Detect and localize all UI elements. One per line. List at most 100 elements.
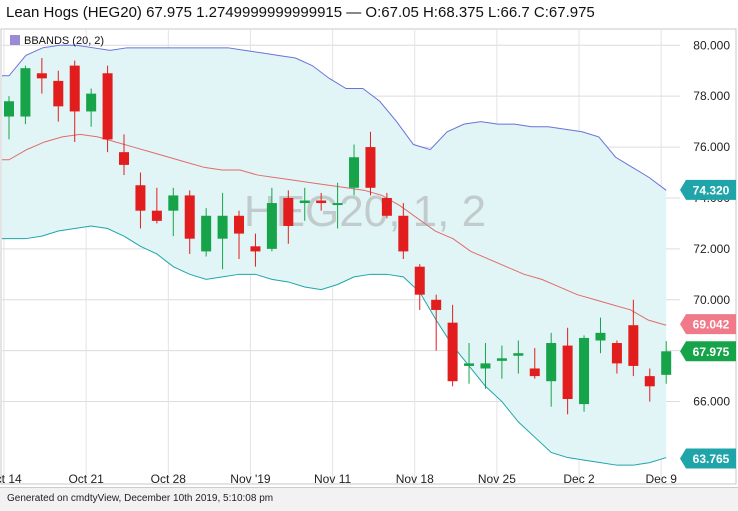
candle bbox=[36, 57, 47, 94]
candle bbox=[299, 187, 310, 221]
candle bbox=[151, 187, 162, 224]
price-tag-label: 69.042 bbox=[693, 318, 730, 332]
x-tick-label: Dec 2 bbox=[563, 472, 595, 486]
candle-body bbox=[217, 215, 228, 239]
x-axis: Oct 14 Oct 21 Oct 28 Nov '19 Nov 11 Nov 18 Nov… bbox=[0, 472, 677, 486]
legend: BBANDS (20, 2) bbox=[10, 35, 104, 47]
price-tags: 74.320 69.042 67.975 63.765 bbox=[680, 179, 736, 469]
candle bbox=[332, 182, 343, 229]
candle-body bbox=[398, 215, 409, 252]
candle bbox=[628, 299, 639, 377]
candle-body bbox=[316, 200, 327, 204]
candle bbox=[316, 192, 327, 211]
candle-body bbox=[447, 322, 458, 382]
candle bbox=[217, 192, 228, 270]
candle-body bbox=[381, 197, 392, 216]
band-fill bbox=[2, 45, 667, 466]
candle-body bbox=[661, 351, 672, 375]
y-tick-label: 70.000 bbox=[693, 293, 730, 307]
candle bbox=[447, 304, 458, 387]
price-tag: 63.765 bbox=[680, 448, 736, 469]
x-tick-label: Nov '19 bbox=[230, 472, 271, 486]
candle-body bbox=[250, 246, 261, 252]
candle-body bbox=[151, 210, 162, 221]
candle bbox=[546, 332, 557, 407]
candle bbox=[266, 187, 277, 252]
candle-body bbox=[53, 80, 64, 107]
candle bbox=[464, 343, 475, 384]
candle-body bbox=[431, 299, 442, 310]
y-tick-label: 78.000 bbox=[693, 89, 730, 103]
y-tick-label: 76.000 bbox=[693, 140, 730, 154]
candle-body bbox=[496, 358, 507, 361]
candle bbox=[349, 144, 360, 196]
candle-body bbox=[628, 325, 639, 366]
candle bbox=[86, 88, 97, 127]
candle-body bbox=[234, 215, 245, 234]
candle bbox=[480, 343, 491, 389]
x-tick-label: Nov 25 bbox=[478, 472, 516, 486]
candle-body bbox=[36, 73, 47, 79]
candle bbox=[595, 317, 606, 354]
legend-swatch bbox=[10, 35, 20, 45]
candle bbox=[102, 65, 113, 153]
candle-body bbox=[283, 197, 294, 226]
price-tag-label: 67.975 bbox=[693, 345, 730, 359]
candle-body bbox=[299, 200, 310, 204]
chart-title: Lean Hogs (HEG20) 67.975 1.2749999999999… bbox=[6, 4, 595, 21]
candle bbox=[381, 192, 392, 219]
candle-body bbox=[86, 93, 97, 112]
upper-band-line bbox=[2, 44, 667, 191]
candle bbox=[168, 187, 179, 237]
lower-band-line bbox=[2, 225, 667, 466]
candle-body bbox=[20, 68, 31, 117]
x-tick-label: Oct 21 bbox=[68, 472, 104, 486]
bollinger-band bbox=[2, 44, 667, 466]
candlestick-chart: HEG20, 1, 2 BBANDS (20, 2) 80.000 78.000 7… bbox=[0, 28, 737, 486]
candle-body bbox=[349, 157, 360, 188]
candle bbox=[234, 210, 245, 260]
footer-text: Generated on cmdtyView, December 10th 20… bbox=[7, 493, 274, 504]
candle bbox=[611, 340, 622, 374]
candle-body bbox=[119, 152, 130, 165]
price-tag: 67.975 bbox=[680, 341, 736, 362]
x-tick-label: Nov 18 bbox=[396, 472, 434, 486]
candle-body bbox=[365, 147, 376, 188]
candle bbox=[184, 190, 195, 254]
candle-body bbox=[480, 363, 491, 369]
y-tick-label: 66.000 bbox=[693, 395, 730, 409]
price-tag-label: 63.765 bbox=[693, 452, 730, 466]
candle bbox=[135, 172, 146, 229]
candle-body bbox=[135, 185, 146, 211]
candle-body bbox=[562, 345, 573, 400]
candle-body bbox=[644, 376, 655, 387]
candle bbox=[283, 190, 294, 244]
candle bbox=[529, 348, 540, 379]
candle-body bbox=[579, 337, 590, 405]
candle-body bbox=[184, 195, 195, 239]
price-tag: 74.320 bbox=[680, 179, 736, 200]
x-tick-label: Dec 9 bbox=[646, 472, 678, 486]
candle bbox=[53, 70, 64, 122]
candle bbox=[20, 65, 31, 125]
candle bbox=[496, 345, 507, 379]
candle bbox=[513, 340, 524, 374]
candle bbox=[414, 264, 425, 310]
candle-body bbox=[266, 203, 277, 249]
watermark: HEG20, 1, 2 bbox=[244, 187, 486, 236]
candle-body bbox=[332, 203, 343, 206]
candle-body bbox=[513, 353, 524, 356]
legend-label: BBANDS (20, 2) bbox=[24, 35, 104, 47]
candle bbox=[4, 96, 14, 140]
candle-body bbox=[546, 343, 557, 382]
footer-bar: Generated on cmdtyView, December 10th 20… bbox=[0, 487, 738, 511]
candle bbox=[431, 294, 442, 351]
candle bbox=[119, 134, 130, 176]
candle bbox=[365, 131, 376, 196]
x-tick-label: Oct 28 bbox=[151, 472, 187, 486]
y-tick-label: 80.000 bbox=[693, 38, 730, 52]
candle bbox=[201, 208, 212, 257]
plot-frame bbox=[0, 28, 737, 485]
candle-body bbox=[102, 73, 113, 140]
candle bbox=[69, 60, 80, 142]
